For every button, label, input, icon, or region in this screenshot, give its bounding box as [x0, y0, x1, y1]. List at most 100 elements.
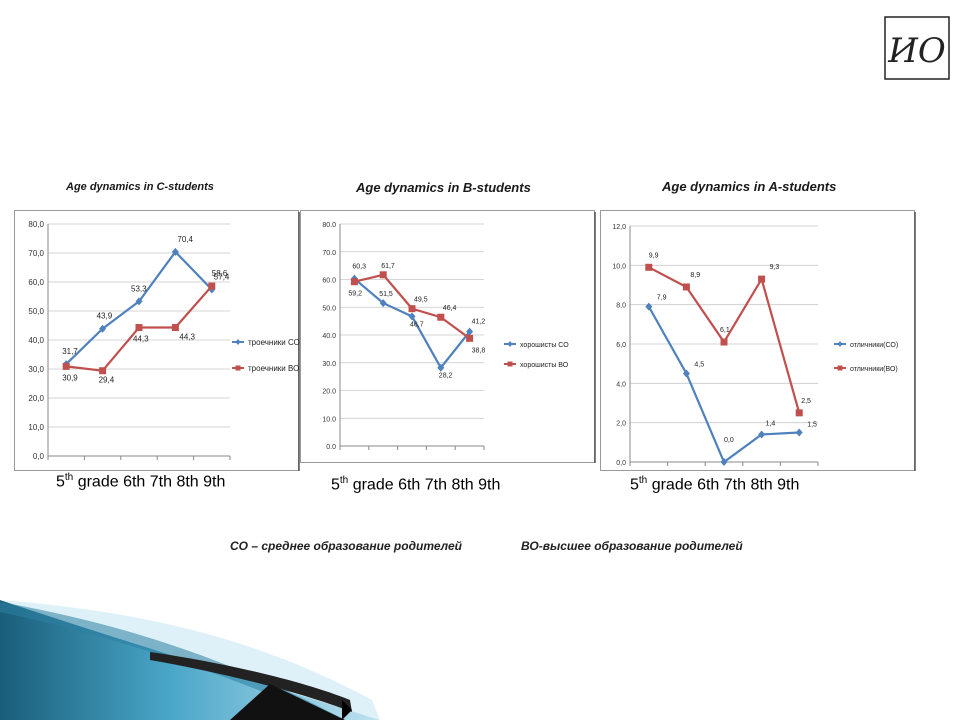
data-label: 30,9 [62, 373, 78, 382]
legend-label: отличники(ВО) [850, 366, 898, 373]
data-point [379, 299, 387, 308]
y-tick-label: 10.0 [322, 416, 336, 423]
y-tick-label: 70.0 [322, 250, 336, 257]
legend-label: хорошисты СО [520, 342, 569, 349]
data-label: 2,5 [801, 398, 811, 405]
data-label: 0,0 [724, 437, 734, 444]
legend-marker [837, 365, 843, 371]
data-point [408, 305, 416, 313]
legend-marker [507, 361, 513, 367]
legend-label: хорошисты ВО [520, 362, 569, 369]
y-tick-label: 40,0 [28, 336, 44, 345]
data-point [171, 324, 179, 332]
data-label: 1,5 [807, 422, 817, 429]
data-point [350, 278, 358, 286]
y-tick-label: 6,0 [616, 342, 626, 349]
data-label: 9,9 [649, 252, 659, 259]
y-tick-label: 10,0 [612, 263, 626, 270]
footnote-co: СО – среднее образование родителей [230, 539, 462, 553]
data-label: 44,3 [179, 333, 195, 342]
data-point [466, 327, 474, 336]
data-label: 38,8 [472, 347, 486, 354]
data-point [682, 283, 690, 291]
chart-frame [300, 210, 595, 463]
data-point [208, 282, 216, 290]
y-tick-label: 70,0 [28, 249, 44, 258]
data-label: 8,9 [690, 272, 700, 279]
data-point [99, 367, 107, 375]
data-label: 58,6 [212, 269, 228, 278]
data-point [720, 458, 728, 466]
y-tick-label: 60.0 [322, 278, 336, 285]
data-label: 70,4 [177, 235, 193, 244]
data-label: 43,9 [97, 312, 113, 321]
data-point [758, 430, 766, 439]
legend-marker [235, 339, 241, 345]
data-point [720, 338, 728, 346]
data-point [379, 271, 387, 279]
data-point [795, 428, 803, 437]
data-point [758, 275, 766, 283]
chart-title-a-students: Age dynamics in A-students [662, 179, 837, 194]
y-tick-label: 4,0 [616, 381, 626, 388]
y-tick-label: 80,0 [28, 220, 44, 229]
data-label: 4,5 [694, 362, 704, 369]
legend-label: троечники ВО [248, 364, 299, 373]
data-point [437, 363, 445, 372]
chart-frame [600, 210, 915, 471]
data-point [795, 409, 803, 417]
logo-monogram: ИО [887, 31, 946, 71]
chart-b-students: 0.0 10.0 20.0 30.0 40.0 50.0 60.0 70.0 80.0 60,3 5… [300, 210, 596, 463]
data-label: 6,1 [720, 327, 730, 334]
y-tick-label: 20.0 [322, 389, 336, 396]
data-label: 46,4 [443, 305, 457, 312]
grade-axis-label-a: 5th grade 6th 7th 8th 9th [630, 475, 800, 494]
y-tick-label: 80.0 [322, 222, 336, 229]
chart-title-b-students: Age dynamics in B-students [356, 180, 531, 195]
data-point [645, 263, 653, 271]
data-label: 57,4 [214, 273, 230, 282]
y-tick-label: 0,0 [616, 460, 626, 467]
y-tick-label: 2,0 [616, 421, 626, 428]
data-point [437, 313, 445, 321]
data-label: 46,7 [410, 321, 424, 328]
y-tick-label: 8,0 [616, 303, 626, 310]
data-point [682, 369, 690, 378]
data-label: 53,3 [131, 284, 147, 293]
data-point [408, 312, 416, 321]
data-label: 44,3 [133, 335, 149, 344]
chart-title-c-students: Age dynamics in C-students [66, 181, 214, 193]
data-label: 28,2 [439, 373, 453, 380]
data-point [171, 247, 179, 256]
data-label: 31,7 [62, 347, 78, 356]
data-point [645, 302, 653, 311]
legend-marker [837, 341, 843, 347]
institution-logo: ИО [884, 16, 950, 80]
y-tick-label: 50,0 [28, 307, 44, 316]
y-tick-label: 10,0 [28, 423, 44, 432]
legend-marker [507, 341, 513, 347]
data-point [62, 362, 70, 370]
y-tick-label: 60,0 [28, 278, 44, 287]
data-point [135, 297, 143, 306]
data-label: 60,3 [352, 264, 366, 271]
y-tick-label: 20,0 [28, 394, 44, 403]
chart-c-students: 0,0 10,0 20,0 30,0 40,0 50,0 60,0 70,0 80,0 31,7 4… [14, 210, 300, 471]
legend-label: отличники(СО) [850, 342, 898, 349]
data-point [466, 334, 474, 342]
data-label: 59,2 [348, 291, 362, 298]
data-point [99, 324, 107, 333]
data-label: 29,4 [99, 376, 115, 385]
data-label: 61,7 [381, 263, 395, 270]
data-label: 9,3 [770, 264, 780, 271]
data-label: 1,4 [766, 420, 776, 427]
data-label: 7,9 [657, 295, 667, 302]
y-tick-label: 0,0 [33, 452, 45, 461]
legend-label: троечники СО [248, 338, 300, 347]
y-tick-label: 30,0 [28, 365, 44, 374]
y-tick-label: 40.0 [322, 333, 336, 340]
y-tick-label: 12,0 [612, 224, 626, 231]
data-label: 41,2 [472, 319, 486, 326]
y-tick-label: 0.0 [326, 444, 336, 451]
